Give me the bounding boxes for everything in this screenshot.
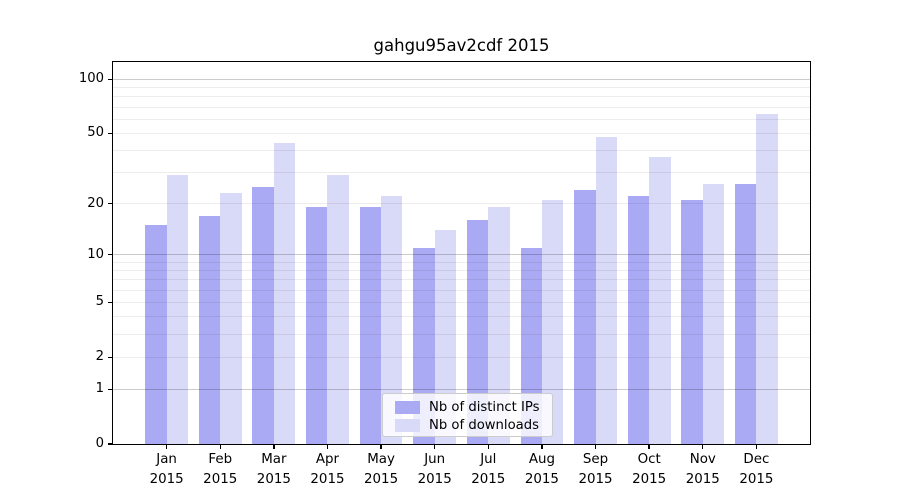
gridline-major-100 — [113, 78, 810, 81]
x-tick-label-jul: Jul 2015 — [471, 452, 506, 487]
x-tick-aug — [541, 444, 543, 449]
y-tick-100 — [108, 78, 113, 81]
gridline-minor-50 — [113, 132, 810, 135]
chart-title: gahgu95av2cdf 2015 — [373, 36, 550, 55]
x-tick-jul — [487, 444, 489, 449]
bar-downloads-jan — [166, 175, 188, 444]
x-tick-jun — [433, 444, 436, 449]
x-tick-label-jun: Jun 2015 — [417, 452, 452, 487]
gridline-minor-2 — [113, 356, 810, 358]
legend-swatch-distinct-ips — [395, 401, 420, 414]
legend-swatch-downloads — [395, 419, 420, 432]
x-tick-label-nov: Nov 2015 — [685, 452, 720, 487]
x-tick-label-oct: Oct 2015 — [632, 452, 667, 487]
bar-downloads-jun — [434, 230, 457, 444]
x-tick-label-jan: Jan 2015 — [149, 452, 184, 487]
legend-item-downloads: Nb of downloads — [383, 416, 539, 435]
legend: Nb of distinct IPs Nb of downloads — [382, 393, 553, 437]
bar-distinct-ips-sep — [574, 189, 596, 444]
gridline-minor-5 — [113, 301, 810, 304]
y-tick-10 — [108, 253, 113, 256]
gridline-minor-3 — [113, 334, 810, 336]
bar-distinct-ips-dec — [734, 183, 757, 444]
gridline-major-10 — [113, 253, 810, 256]
bar-distinct-ips-jul — [466, 220, 489, 444]
x-tick-apr — [326, 444, 329, 449]
bar-distinct-ips-mar — [252, 186, 274, 444]
bar-downloads-jul — [488, 207, 510, 444]
legend-label-distinct-ips: Nb of distinct IPs — [429, 400, 540, 415]
y-tick-label-1: 1 — [95, 381, 104, 397]
x-tick-label-feb: Feb 2015 — [203, 452, 238, 487]
y-tick-2 — [108, 356, 113, 358]
x-tick-label-apr: Apr 2015 — [310, 452, 345, 487]
bar-downloads-sep — [595, 136, 617, 444]
y-tick-1 — [108, 388, 113, 390]
bar-distinct-ips-apr — [306, 207, 328, 444]
x-tick-sep — [594, 444, 597, 449]
gridline-minor-4 — [113, 316, 810, 318]
bar-downloads-oct — [649, 156, 671, 444]
bar-downloads-may — [381, 196, 403, 444]
gridline-minor-60 — [113, 118, 810, 120]
bar-downloads-feb — [220, 192, 242, 444]
bar-downloads-aug — [541, 199, 564, 444]
bar-downloads-dec — [756, 114, 778, 444]
bar-distinct-ips-may — [359, 207, 382, 444]
gridline-minor-9 — [113, 261, 810, 263]
gridline-minor-8 — [113, 269, 810, 272]
x-tick-label-mar: Mar 2015 — [256, 452, 291, 487]
gridline-minor-80 — [113, 96, 810, 98]
y-tick-label-5: 5 — [95, 294, 104, 310]
y-tick-label-100: 100 — [78, 71, 104, 87]
legend-label-downloads: Nb of downloads — [429, 418, 539, 433]
gridline-minor-90 — [113, 87, 810, 89]
gridline-major-1 — [113, 388, 810, 390]
bar-distinct-ips-oct — [627, 196, 650, 444]
x-tick-label-aug: Aug 2015 — [524, 452, 559, 487]
x-tick-mar — [273, 444, 275, 449]
gridline-minor-20 — [113, 203, 810, 205]
x-tick-may — [380, 444, 382, 449]
bar-distinct-ips-nov — [681, 199, 703, 444]
x-tick-label-may: May 2015 — [364, 452, 399, 487]
gridline-minor-7 — [113, 279, 810, 281]
bar-distinct-ips-feb — [198, 215, 221, 444]
x-tick-feb — [219, 444, 221, 449]
legend-item-distinct-ips: Nb of distinct IPs — [383, 398, 540, 417]
gridline-minor-70 — [113, 106, 810, 108]
x-tick-nov — [702, 444, 704, 449]
x-tick-label-sep: Sep 2015 — [578, 452, 613, 487]
bar-downloads-apr — [327, 175, 349, 444]
y-tick-label-10: 10 — [87, 246, 104, 262]
x-tick-label-dec: Dec 2015 — [739, 452, 774, 487]
y-tick-label-2: 2 — [95, 349, 104, 365]
y-tick-label-0: 0 — [95, 436, 104, 451]
bar-distinct-ips-jan — [145, 225, 167, 444]
y-tick-50 — [108, 132, 113, 135]
gridline-minor-40 — [113, 150, 810, 152]
y-tick-label-20: 20 — [87, 195, 104, 211]
x-tick-oct — [648, 444, 650, 449]
bar-downloads-nov — [702, 183, 725, 444]
gridline-minor-6 — [113, 289, 810, 291]
y-tick-5 — [108, 301, 113, 304]
y-tick-20 — [108, 202, 113, 205]
x-tick-jan — [165, 444, 168, 449]
gridline-minor-30 — [113, 172, 810, 174]
y-tick-label-50: 50 — [87, 125, 104, 141]
y-tick-0 — [108, 443, 113, 445]
bar-downloads-mar — [273, 143, 296, 444]
x-tick-dec — [755, 444, 758, 449]
